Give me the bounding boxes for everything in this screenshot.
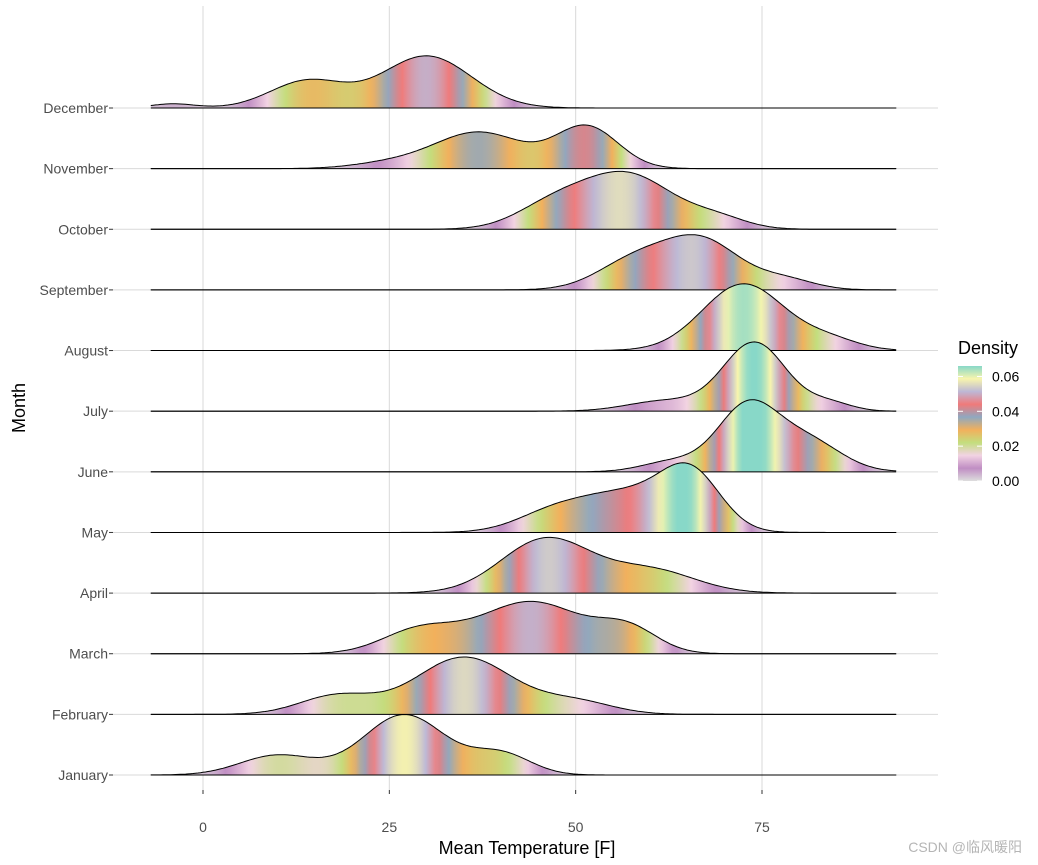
ridge-area (150, 462, 897, 533)
ridge-area (150, 714, 897, 775)
ridge-october (150, 170, 897, 230)
watermark: CSDN @临风暖阳 (908, 839, 1022, 855)
ridge-area (150, 399, 897, 472)
legend-tick-label: 0.02 (992, 438, 1019, 454)
ridge-january (150, 713, 897, 776)
ridge-august (150, 283, 897, 352)
y-tick-label: November (43, 161, 108, 177)
ridge-june (150, 399, 897, 473)
legend-tick-label: 0.00 (992, 473, 1019, 489)
ridge-area (150, 657, 897, 715)
x-axis-title: Mean Temperature [F] (439, 838, 616, 858)
y-tick-label: January (58, 767, 108, 783)
y-tick-label: June (78, 464, 109, 480)
y-tick-label: October (58, 221, 108, 237)
ridges (150, 55, 897, 776)
ridge-july (150, 341, 897, 412)
ridge-december (150, 55, 897, 109)
y-tick-label: March (69, 646, 108, 662)
legend: Density 0.00 0.02 0.04 0.06 (958, 338, 1019, 489)
legend-tick-label: 0.04 (992, 403, 1019, 419)
ridge-november (150, 124, 897, 170)
ridge-area (150, 55, 897, 108)
y-tick-label: February (52, 706, 108, 722)
y-tick-label: September (40, 282, 109, 298)
ridge-september (150, 234, 897, 291)
legend-tick-label: 0.06 (992, 368, 1019, 384)
x-tick-label: 0 (199, 819, 207, 835)
y-axis-title: Month (9, 383, 29, 433)
x-tick-label: 75 (754, 819, 770, 835)
ridge-area (150, 171, 897, 230)
ridge-area (150, 341, 897, 412)
ridge-area (150, 234, 897, 290)
ridge-march (150, 600, 897, 655)
legend-colorbar (958, 366, 982, 481)
y-tick-label: August (64, 343, 108, 359)
ridge-area (150, 601, 897, 654)
y-tick-label: December (43, 100, 108, 116)
ridge-may (150, 462, 897, 533)
axes: January February March April May June July Augu… (40, 100, 770, 835)
legend-title: Density (958, 338, 1018, 358)
y-tick-label: April (80, 585, 108, 601)
y-tick-label: July (83, 403, 108, 419)
ridge-february (150, 656, 897, 715)
ridge-april (150, 536, 897, 594)
ridge-area (150, 124, 897, 169)
x-tick-label: 25 (382, 819, 398, 835)
y-tick-label: May (82, 524, 108, 540)
ridge-area (150, 537, 897, 594)
ridge-area (150, 283, 897, 351)
x-tick-label: 50 (568, 819, 584, 835)
